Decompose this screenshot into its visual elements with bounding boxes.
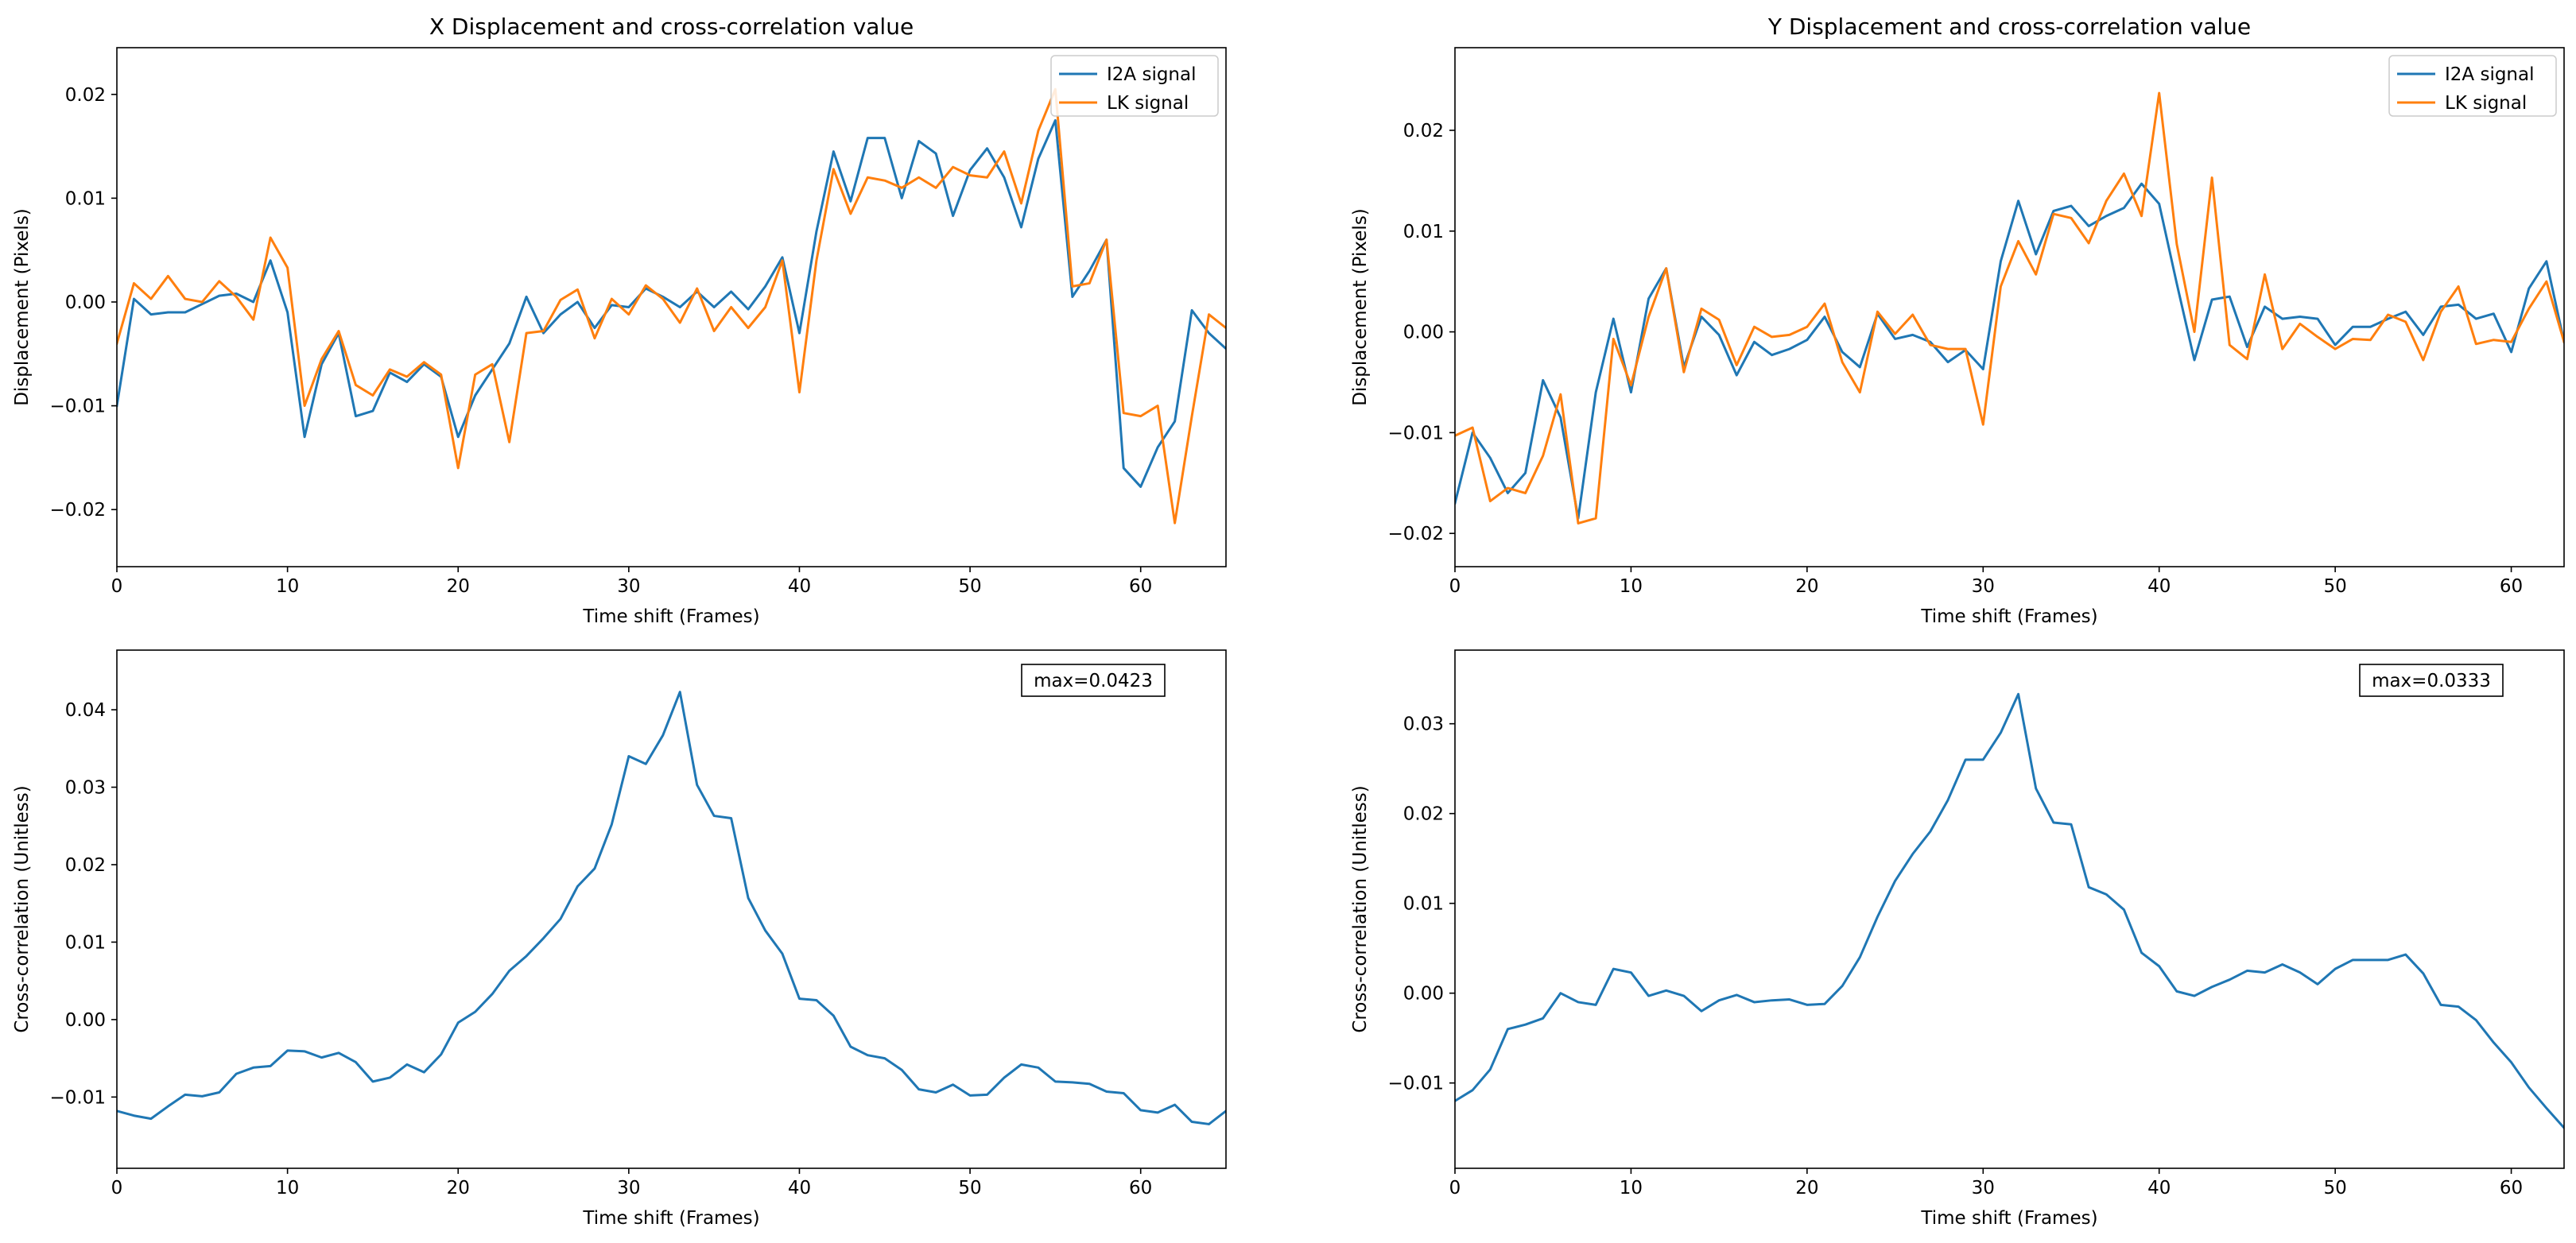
x-tick-label: 40: [2147, 1178, 2171, 1198]
x-tick-label: 10: [1620, 576, 1643, 597]
x-tick-label: 50: [2324, 1178, 2347, 1198]
x-tick-label: 30: [1972, 1178, 1995, 1198]
chart-title: X Displacement and cross-correlation val…: [429, 14, 914, 40]
x-tick-label: 0: [111, 576, 123, 597]
series-line-i2a-signal: [1455, 182, 2564, 520]
series-line-cross-correlation: [117, 691, 1226, 1125]
x-axis-label: Time shift (Frames): [1920, 1208, 2097, 1229]
y-tick-label: 0.02: [65, 855, 106, 876]
x-tick-label: 0: [1449, 576, 1461, 597]
legend-label: I2A signal: [1107, 64, 1197, 85]
y-tick-label: −0.01: [50, 1087, 106, 1108]
x-tick-label: 60: [2500, 576, 2523, 597]
x-tick-label: 50: [958, 1178, 981, 1198]
annotation-text: max=0.0333: [2372, 671, 2491, 691]
annotation-box: [2359, 664, 2504, 697]
max-annotation: max=0.0333: [2359, 664, 2504, 697]
max-annotation: max=0.0423: [1021, 664, 1166, 697]
x-tick-label: 20: [1795, 1178, 1818, 1198]
y-axis-label: Cross-correlation (Unitless): [1350, 785, 1371, 1032]
x-tick-label: 60: [2500, 1178, 2523, 1198]
legend-box: [1050, 55, 1219, 117]
y-tick-label: 0.01: [1403, 894, 1444, 915]
x-tick-label: 60: [1129, 576, 1152, 597]
axes-frame: [116, 47, 1227, 567]
x-axis-label: Time shift (Frames): [582, 1208, 759, 1229]
x-tick-label: 40: [2147, 576, 2171, 597]
x-tick-label: 0: [111, 1178, 123, 1198]
y-tick-label: 0.00: [65, 292, 106, 313]
x-tick-label: 20: [1795, 576, 1818, 597]
x-tick-label: 10: [1620, 1178, 1643, 1198]
chart-panel-3: 0 10 20 30 40 50 60 −0.01 0.00 0.01 0.02 0.03 0.04 Ti…: [12, 649, 1227, 1229]
legend: I2A signal LK signal: [2388, 55, 2557, 117]
y-tick-label: 0.02: [65, 85, 106, 106]
x-axis-label: Time shift (Frames): [1920, 606, 2097, 627]
x-tick-label: 10: [276, 1178, 299, 1198]
y-tick-label: 0.00: [65, 1010, 106, 1031]
y-tick-label: 0.03: [65, 778, 106, 799]
legend-label: I2A signal: [2445, 64, 2535, 85]
y-tick-label: 0.00: [1403, 984, 1444, 1005]
x-tick-label: 30: [617, 576, 640, 597]
x-tick-label: 50: [958, 576, 981, 597]
y-axis-label: Cross-correlation (Unitless): [12, 785, 33, 1032]
legend-label: LK signal: [1107, 93, 1189, 114]
y-tick-label: 0.04: [65, 700, 106, 721]
x-tick-label: 40: [788, 1178, 811, 1198]
chart-panel-1: 0 10 20 30 40 50 60 −0.02 −0.01 0.00 0.01 0.02 X Dis…: [12, 14, 1227, 627]
y-axis-label: Displacement (Pixels): [12, 208, 33, 406]
legend: I2A signal LK signal: [1050, 55, 1219, 117]
chart-title: Y Displacement and cross-correlation val…: [1767, 14, 2251, 40]
y-tick-label: −0.01: [50, 397, 106, 417]
x-tick-label: 40: [788, 576, 811, 597]
x-tick-label: 50: [2324, 576, 2347, 597]
x-axis-label: Time shift (Frames): [582, 606, 759, 627]
chart-panel-4: 0 10 20 30 40 50 60 −0.01 0.00 0.01 0.02 0.03 Time s…: [1350, 649, 2565, 1229]
y-axis-label: Displacement (Pixels): [1350, 208, 1371, 406]
x-tick-label: 0: [1449, 1178, 1461, 1198]
axes-frame: [116, 649, 1227, 1169]
series-line-i2a-signal: [117, 118, 1226, 488]
x-tick-label: 20: [447, 1178, 470, 1198]
y-tick-label: 0.01: [1403, 222, 1444, 242]
y-tick-label: 0.02: [1403, 121, 1444, 141]
y-tick-label: −0.02: [50, 500, 106, 521]
series-line-lk-signal: [1455, 91, 2564, 525]
y-tick-label: 0.01: [65, 188, 106, 209]
legend-label: LK signal: [2445, 93, 2527, 114]
y-tick-label: −0.01: [1388, 1074, 1444, 1094]
y-tick-label: 0.03: [1403, 714, 1444, 735]
legend-box: [2388, 55, 2557, 117]
x-tick-label: 10: [276, 576, 299, 597]
y-tick-label: 0.00: [1403, 323, 1444, 343]
series-line-lk-signal: [117, 87, 1226, 525]
y-tick-label: 0.01: [65, 932, 106, 953]
chart-panel-2: 0 10 20 30 40 50 60 −0.02 −0.01 0.00 0.01 0.02 Y Dis…: [1350, 14, 2565, 627]
y-tick-label: −0.01: [1388, 423, 1444, 443]
annotation-text: max=0.0423: [1034, 671, 1153, 691]
x-tick-label: 30: [617, 1178, 640, 1198]
x-tick-label: 60: [1129, 1178, 1152, 1198]
annotation-box: [1021, 664, 1166, 697]
axes-frame: [1454, 47, 2565, 567]
series-line-cross-correlation: [1455, 692, 2564, 1130]
x-tick-label: 20: [447, 576, 470, 597]
axes-frame: [1454, 649, 2565, 1169]
x-tick-label: 30: [1972, 576, 1995, 597]
y-tick-label: 0.02: [1403, 804, 1444, 825]
y-tick-label: −0.02: [1388, 524, 1444, 544]
